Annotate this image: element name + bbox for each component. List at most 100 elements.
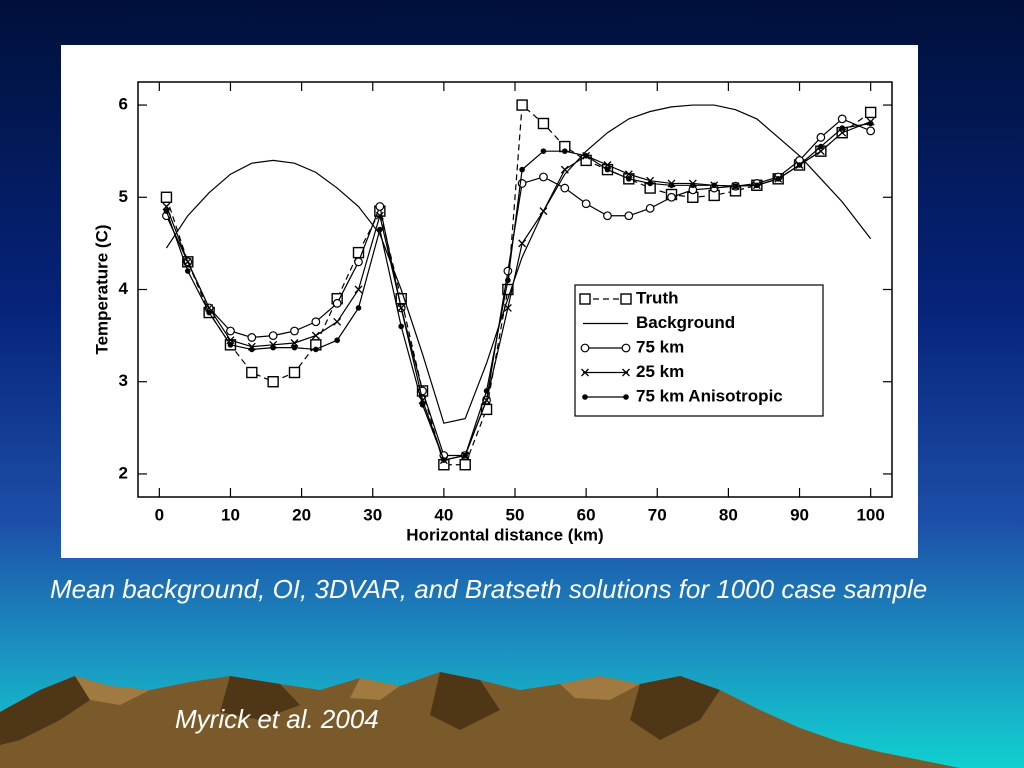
x-tick-label: 20 [292, 505, 311, 524]
marker-dot [867, 120, 874, 127]
marker-circle [667, 192, 676, 202]
marker-circle [539, 172, 548, 182]
marker-dot [313, 346, 319, 353]
marker-circle [580, 343, 590, 353]
legend-label: Background [636, 313, 735, 332]
x-tick-label: 80 [719, 505, 738, 524]
marker-circle [603, 211, 612, 221]
y-tick-label: 4 [119, 279, 129, 298]
legend-box [574, 284, 824, 417]
y-tick-label: 6 [119, 95, 128, 114]
marker-circle [311, 317, 321, 327]
marker-dot [690, 182, 696, 189]
x-tick-label: 30 [363, 505, 382, 524]
x-tick-label: 60 [577, 505, 596, 524]
marker-dot [839, 125, 846, 131]
marker-dot [206, 309, 212, 316]
marker-cross [375, 211, 384, 220]
legend-label: 75 km [636, 337, 684, 356]
marker-square [864, 106, 877, 119]
mountain-shade [630, 676, 720, 740]
marker-dot [711, 182, 717, 189]
marker-circle [624, 211, 634, 221]
marker-circle [560, 183, 570, 193]
marker-circle [503, 266, 513, 276]
marker-cross [624, 170, 633, 179]
marker-square [579, 293, 591, 305]
mountain-shade [0, 676, 90, 745]
marker-square [160, 191, 173, 203]
marker-dot [561, 148, 568, 154]
marker-cross [518, 239, 527, 248]
marker-dot [483, 388, 490, 394]
marker-dot [775, 176, 781, 182]
y-tick-label: 2 [119, 463, 128, 482]
x-tick-label: 0 [155, 505, 164, 524]
marker-square [267, 376, 279, 388]
marker-cross [226, 336, 235, 345]
marker-dot [818, 143, 824, 150]
legend-label: 25 km [636, 362, 684, 381]
marker-dot [732, 183, 739, 190]
x-tick-label: 50 [506, 505, 525, 524]
marker-dot [398, 323, 404, 330]
marker-dot [604, 166, 611, 173]
citation: Myrick et al. 2004 [175, 704, 379, 734]
marker-dot [184, 268, 191, 274]
marker-circle [290, 326, 299, 336]
marker-dot [334, 337, 340, 344]
marker-dot [505, 277, 511, 284]
x-tick-label: 70 [648, 505, 667, 524]
marker-cross [603, 161, 612, 169]
marker-cross [354, 285, 363, 294]
marker-cross [205, 303, 214, 312]
marker-dot [355, 305, 362, 311]
marker-circle [268, 331, 278, 341]
series-line [165, 122, 871, 461]
marker-dot [249, 346, 255, 353]
marker-square [620, 293, 632, 305]
marker-dot [540, 148, 547, 154]
marker-dot [796, 162, 803, 168]
marker-dot [647, 180, 653, 187]
mountain-light [75, 676, 150, 705]
legend-label: 75 km Anisotropic [636, 386, 783, 405]
marker-circle [866, 126, 876, 136]
marker-dot [441, 457, 447, 463]
marker-dot [291, 344, 298, 351]
marker-dot [419, 401, 426, 408]
chart-panel: 0 10 20 30 40 50 60 70 80 90 100 2 3 4 5 6 Horizontal di… [61, 45, 918, 558]
marker-circle [375, 202, 385, 211]
marker-circle [354, 257, 363, 267]
marker-cross [397, 303, 406, 312]
x-axis-title: Horizontal distance (km) [406, 525, 603, 544]
y-tick-label: 3 [119, 371, 128, 390]
marker-square [502, 283, 514, 296]
marker-cross [503, 303, 512, 312]
x-tick-label: 100 [856, 505, 884, 524]
marker-dot [462, 452, 469, 459]
caption: Mean background, OI, 3DVAR, and Bratseth… [50, 574, 928, 604]
marker-dot [519, 166, 525, 173]
mountain-shade [220, 676, 300, 720]
chart: 0 10 20 30 40 50 60 70 80 90 100 2 3 4 5 6 Horizontal di… [92, 81, 893, 544]
x-tick-label: 90 [790, 505, 809, 524]
marker-cross [162, 202, 171, 211]
x-tick-label: 40 [434, 505, 453, 524]
mountain-light [560, 676, 640, 700]
series-line [165, 103, 872, 466]
marker-cross [539, 207, 548, 216]
marker-cross [333, 317, 342, 326]
marker-square [459, 459, 471, 471]
marker-circle [247, 333, 257, 342]
marker-circle [332, 298, 342, 308]
marker-cross [290, 339, 299, 347]
marker-dot [163, 208, 170, 214]
marker-square [288, 366, 301, 379]
mountain-shade [430, 672, 500, 730]
legend-label: Truth [636, 288, 679, 307]
marker-circle [645, 203, 655, 213]
x-tick-label: 10 [221, 505, 240, 524]
